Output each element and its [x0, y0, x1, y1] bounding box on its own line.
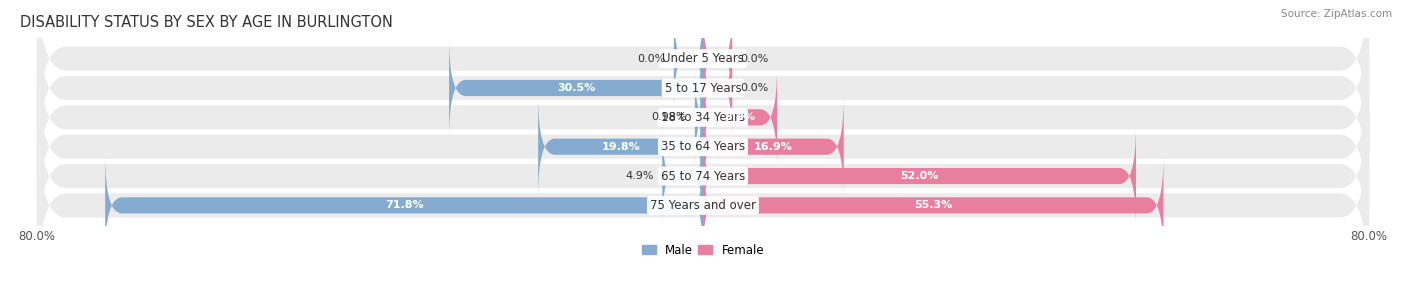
FancyBboxPatch shape — [703, 96, 844, 197]
Text: 55.3%: 55.3% — [914, 200, 952, 210]
Text: 18 to 34 Years: 18 to 34 Years — [661, 111, 745, 124]
Text: 16.9%: 16.9% — [754, 142, 793, 152]
Text: Source: ZipAtlas.com: Source: ZipAtlas.com — [1281, 9, 1392, 19]
FancyBboxPatch shape — [37, 115, 1369, 296]
FancyBboxPatch shape — [37, 0, 1369, 179]
FancyBboxPatch shape — [105, 155, 703, 256]
FancyBboxPatch shape — [37, 0, 1369, 149]
FancyBboxPatch shape — [662, 125, 703, 227]
Text: 52.0%: 52.0% — [900, 171, 939, 181]
Text: 35 to 64 Years: 35 to 64 Years — [661, 140, 745, 153]
FancyBboxPatch shape — [703, 67, 778, 168]
Text: 19.8%: 19.8% — [602, 142, 640, 152]
FancyBboxPatch shape — [703, 125, 1136, 227]
FancyBboxPatch shape — [703, 155, 1164, 256]
FancyBboxPatch shape — [37, 27, 1369, 208]
Text: 0.0%: 0.0% — [637, 54, 665, 64]
Text: 8.9%: 8.9% — [724, 112, 755, 122]
Legend: Male, Female: Male, Female — [637, 239, 769, 261]
Text: 75 Years and over: 75 Years and over — [650, 199, 756, 212]
Text: 71.8%: 71.8% — [385, 200, 423, 210]
FancyBboxPatch shape — [703, 8, 733, 109]
Text: 0.0%: 0.0% — [741, 54, 769, 64]
FancyBboxPatch shape — [686, 67, 711, 168]
FancyBboxPatch shape — [703, 38, 733, 139]
FancyBboxPatch shape — [673, 8, 703, 109]
Text: 65 to 74 Years: 65 to 74 Years — [661, 170, 745, 183]
Text: 4.9%: 4.9% — [626, 171, 654, 181]
Text: 0.0%: 0.0% — [741, 83, 769, 93]
FancyBboxPatch shape — [37, 56, 1369, 237]
Text: 5 to 17 Years: 5 to 17 Years — [665, 81, 741, 95]
FancyBboxPatch shape — [37, 85, 1369, 267]
Text: Under 5 Years: Under 5 Years — [662, 52, 744, 65]
FancyBboxPatch shape — [449, 38, 703, 139]
Text: 0.98%: 0.98% — [651, 112, 686, 122]
FancyBboxPatch shape — [538, 96, 703, 197]
Text: 30.5%: 30.5% — [557, 83, 595, 93]
Text: DISABILITY STATUS BY SEX BY AGE IN BURLINGTON: DISABILITY STATUS BY SEX BY AGE IN BURLI… — [20, 15, 394, 30]
